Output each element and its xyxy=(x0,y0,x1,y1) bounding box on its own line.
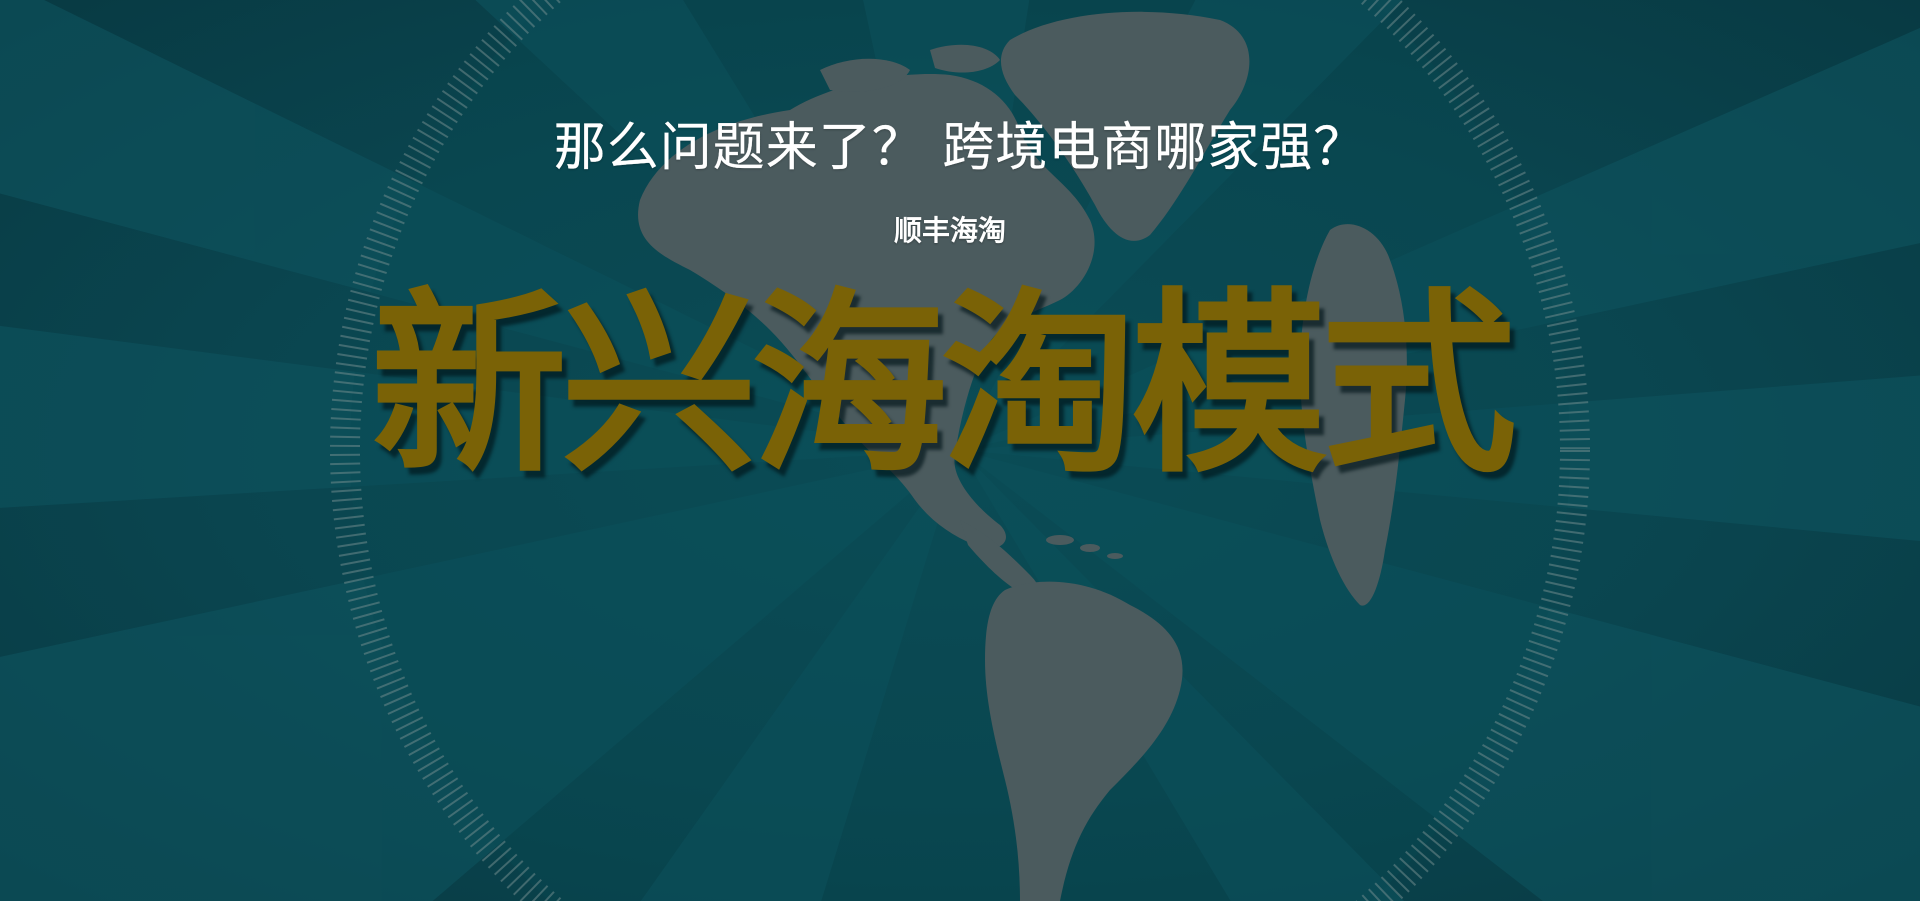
brand-label: 顺丰海淘 xyxy=(893,214,1006,247)
slide-headline: 新兴海淘模式 xyxy=(370,272,1517,500)
slide-question: 那么问题来了？ 跨境电商哪家强？ xyxy=(553,118,1367,178)
